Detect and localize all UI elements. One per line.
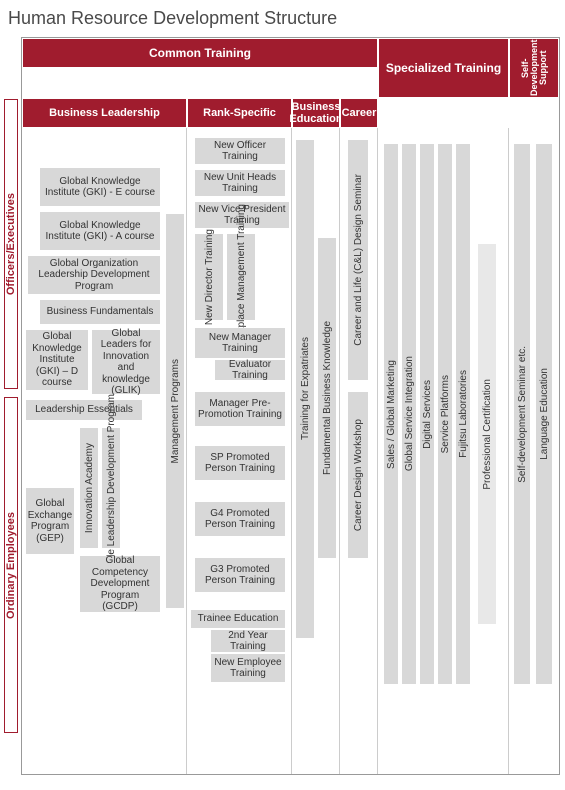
- cell-g4-promoted-person-training: G4 Promoted Person Training: [195, 502, 285, 536]
- col-rank-specific: New Officer Training New Unit Heads Train…: [187, 128, 292, 774]
- cell-trainee-education: Trainee Education: [191, 610, 285, 628]
- col-business-leadership: Global Knowledge Institute (GKI) - E cou…: [22, 128, 187, 774]
- header-common-training: Common Training: [22, 38, 378, 68]
- cell-2nd-year-training: 2nd Year Training: [211, 630, 285, 652]
- side-label-ordinary: Ordinary Employees: [4, 397, 18, 733]
- cell-new-unit-heads-training: New Unit Heads Training: [195, 170, 285, 196]
- cell-g3-promoted-person-training: G3 Promoted Person Training: [195, 558, 285, 592]
- cell-workplace-management-training: Workplace Management Training: [227, 234, 255, 320]
- cell-fundamental-business-knowledge: Fundamental Business Knowledge: [318, 238, 336, 558]
- cell-digital-services: Digital Services: [420, 144, 434, 684]
- cell-global-knowledge-institute-gki-d-course: Global Knowledge Institute (GKI) – D cou…: [26, 330, 88, 390]
- cell-new-officer-training: New Officer Training: [195, 138, 285, 164]
- header-self-development-support: Self-Development Support: [509, 38, 559, 98]
- cell-global-service-integration: Global Service Integration: [402, 144, 416, 684]
- col-self-development: Self-development Seminar etc. Language Ed…: [509, 128, 559, 774]
- cell-new-manager-training: New Manager Training: [195, 328, 285, 358]
- side-labels: Officers/Executives Ordinary Employees: [4, 99, 18, 769]
- cell-business-fundamentals: Business Fundamentals: [40, 300, 160, 324]
- cell-self-development-seminar-etc-: Self-development Seminar etc.: [514, 144, 530, 684]
- cell-global-exchange-program-gep-: Global Exchange Program (GEP): [26, 488, 74, 554]
- header-specialized-training: Specialized Training: [378, 38, 509, 98]
- grid: Common TrainingSpecialized TrainingSelf-…: [21, 37, 560, 775]
- col-specialized: Sales / Global Marketing Global Service I…: [378, 128, 509, 774]
- header-row-1: Common TrainingSpecialized TrainingSelf-…: [22, 38, 559, 98]
- cell-management-programs: Management Programs: [166, 214, 184, 608]
- page-title: Human Resource Development Structure: [8, 8, 557, 29]
- cell-global-knowledge-institute-gki-a-course: Global Knowledge Institute (GKI) - A cou…: [40, 212, 160, 250]
- cell-evaluator-training: Evaluator Training: [215, 360, 285, 380]
- subheader-rank-specific: Rank-Specific: [187, 98, 292, 128]
- cell-global-organization-leadership-developme: Global Organization Leadership Developme…: [28, 256, 160, 294]
- col-business-education: Training for ExpatriatesFundamental Busi…: [292, 128, 340, 774]
- cell-career-design-workshop: Career Design Workshop: [348, 392, 368, 558]
- cell-manager-pre-promotion-training: Manager Pre-Promotion Training: [195, 392, 285, 426]
- col-career: Career and Life (C&L) Design Seminar Care…: [340, 128, 378, 774]
- header-row-2: Business LeadershipRank-SpecificBusiness…: [22, 98, 378, 128]
- cell-leadership-essentials: Leadership Essentials: [26, 400, 142, 420]
- subheader-career: Career: [340, 98, 378, 128]
- side-label-officers: Officers/Executives: [4, 99, 18, 389]
- cell-training-for-expatriates: Training for Expatriates: [296, 140, 314, 638]
- subheader-business-education: Business Education: [292, 98, 340, 128]
- body-row: Global Knowledge Institute (GKI) - E cou…: [22, 128, 559, 774]
- cell-sp-promoted-person-training: SP Promoted Person Training: [195, 446, 285, 480]
- cell-global-leaders-for-innovation-and-knowle: Global Leaders for Innovation and knowle…: [92, 330, 160, 394]
- cell-fujitsu-laboratories: Fujitsu Laboratories: [456, 144, 470, 684]
- cell-global-competency-development-program-gc: Global Competency Development Program (G…: [80, 556, 160, 612]
- cell-female-leadership-development-program: Female Leadership Development Program: [102, 428, 120, 548]
- cell-language-education: Language Education: [536, 144, 552, 684]
- cell-new-employee-training: New Employee Training: [211, 654, 285, 682]
- cell-innovation-academy: Innovation Academy: [80, 428, 98, 548]
- cell-career-and-life-c-l-design-seminar: Career and Life (C&L) Design Seminar: [348, 140, 368, 380]
- cell-global-knowledge-institute-gki-e-course: Global Knowledge Institute (GKI) - E cou…: [40, 168, 160, 206]
- diagram: Officers/Executives Ordinary Employees C…: [8, 37, 557, 775]
- cell-sales-global-marketing: Sales / Global Marketing: [384, 144, 398, 684]
- cell-new-director-training: New Director Training: [195, 234, 223, 320]
- cell-service-platforms: Service Platforms: [438, 144, 452, 684]
- subheader-business-leadership: Business Leadership: [22, 98, 187, 128]
- cell-professional-certification: Professional Certification: [478, 244, 496, 624]
